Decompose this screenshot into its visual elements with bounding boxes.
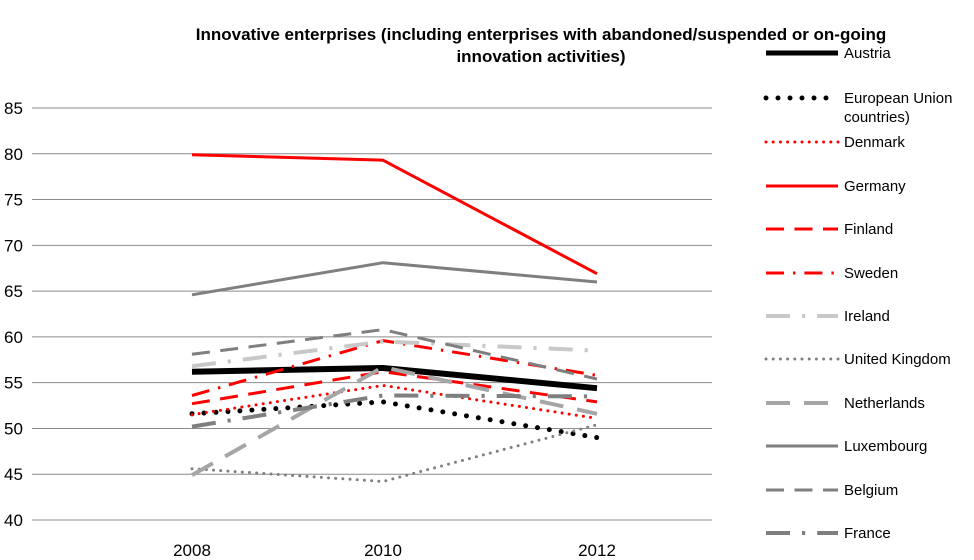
y-tick-label: 65: [4, 282, 23, 301]
series-line-european-union-countries: [189, 399, 600, 441]
legend-label: Germany: [844, 178, 906, 195]
legend-label: countries): [844, 109, 910, 126]
legend-label: Ireland: [844, 308, 890, 325]
legend-label: France: [844, 525, 891, 542]
legend: Austria European Union countries) Denmark Ge…: [763, 45, 952, 542]
legend-label: United Kingdom: [844, 351, 951, 368]
y-tick-label: 75: [4, 191, 23, 210]
legend-label: Netherlands: [844, 395, 925, 412]
y-tick-label: 80: [4, 145, 23, 164]
legend-label: Austria: [844, 45, 891, 62]
series-line-ireland: [191, 339, 598, 369]
legend-label: Sweden: [844, 265, 898, 282]
legend-label: Denmark: [844, 134, 905, 151]
x-tick-label: 2012: [578, 541, 616, 560]
y-tick-label: 70: [4, 236, 23, 255]
y-tick-label: 60: [4, 328, 23, 347]
series-line-netherlands: [191, 365, 598, 477]
series-line-united-kingdom: [190, 423, 599, 483]
y-tick-label: 50: [4, 419, 23, 438]
y-axis-ticks: 40 45 50 55 60 65 70 75 80 85: [4, 99, 23, 530]
series-line-austria: [191, 365, 598, 392]
legend-label: Finland: [844, 221, 893, 238]
y-tick-label: 85: [4, 99, 23, 118]
y-tick-label: 55: [4, 374, 23, 393]
series-line-luxembourg: [191, 261, 598, 297]
series-line-germany: [191, 153, 598, 276]
legend-label: Belgium: [844, 482, 898, 499]
y-tick-label: 40: [4, 511, 23, 530]
chart-title-line-2: innovation activities): [456, 47, 625, 66]
series-lines: [189, 153, 600, 483]
gridlines: [32, 107, 712, 521]
x-tick-label: 2008: [173, 541, 211, 560]
y-tick-label: 45: [4, 465, 23, 484]
x-tick-label: 2010: [364, 541, 402, 560]
series-line-finland: [191, 370, 598, 406]
series-line-denmark: [190, 383, 599, 420]
x-axis-ticks: 2008 2010 2012: [173, 541, 616, 560]
chart-title-line-1: Innovative enterprises (including enterp…: [196, 25, 886, 44]
series-line-france: [191, 393, 598, 429]
legend-label: Luxembourg: [844, 438, 927, 455]
legend-label: European Union: [844, 90, 952, 107]
series-line-belgium: [191, 328, 598, 381]
